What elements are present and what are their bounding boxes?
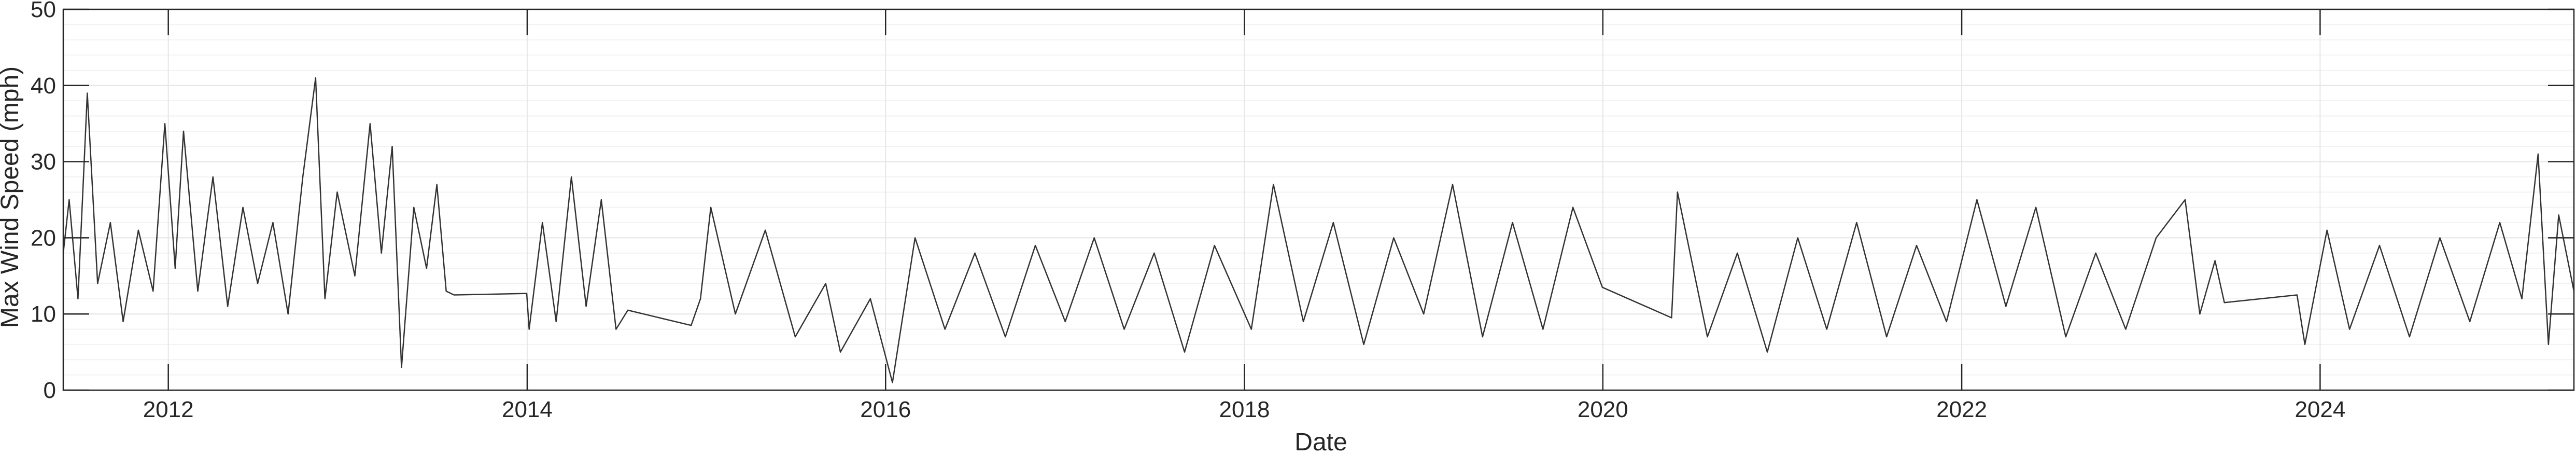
x-tick-label: 2016 [860, 397, 911, 422]
axes-box [62, 8, 2575, 391]
y-tick-label: 30 [31, 149, 56, 175]
y-tick-label: 0 [44, 378, 56, 403]
x-tick-label: 2022 [1936, 397, 1987, 422]
axes-layer: 0 10 20 30 40 50 2012 2014 2016 2018 2020 2022 2024 [31, 0, 2575, 422]
x-tick-label: 2020 [1578, 397, 1628, 422]
line-layer [62, 77, 2575, 383]
x-axis-label: Date [1294, 429, 1347, 455]
x-tick-label: 2012 [143, 397, 194, 422]
x-tick-label: 2024 [2295, 397, 2345, 422]
series-line [62, 77, 2575, 383]
y-axis-label: Max Wind Speed (mph) [0, 66, 24, 328]
x-tick-label: 2018 [1219, 397, 1270, 422]
label-layer: Date Max Wind Speed (mph) [0, 66, 1347, 455]
grid-layer [63, 9, 2574, 391]
y-tick-label: 40 [31, 73, 56, 99]
y-tick-label: 20 [31, 225, 56, 251]
y-tick-label: 50 [31, 0, 56, 22]
x-tick-label: 2014 [502, 397, 553, 422]
y-tick-label: 10 [31, 301, 56, 327]
